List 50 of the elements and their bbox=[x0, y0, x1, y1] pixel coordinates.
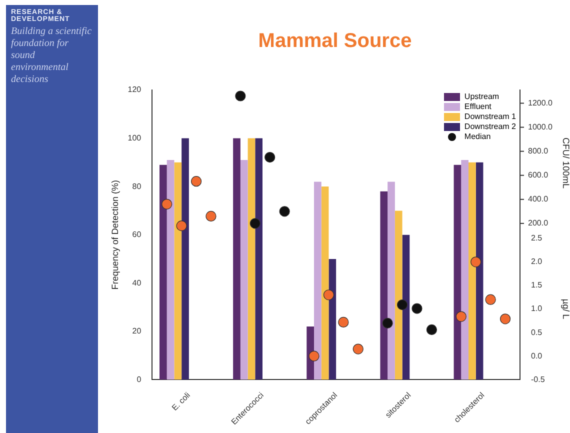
bar bbox=[321, 186, 329, 380]
y2-tick-label: 1200.0 bbox=[528, 98, 554, 108]
bar bbox=[314, 182, 322, 380]
bar bbox=[461, 160, 468, 380]
y-tick-label: 80 bbox=[132, 182, 142, 191]
legend-label: Upstream bbox=[464, 92, 500, 102]
y-tick-label: 60 bbox=[132, 230, 142, 240]
bar bbox=[394, 210, 402, 380]
bar bbox=[182, 138, 189, 380]
bar bbox=[255, 138, 263, 380]
y-tick-label: 0 bbox=[136, 374, 142, 384]
y-tick-label: 40 bbox=[132, 278, 142, 288]
bar bbox=[328, 258, 336, 380]
bar bbox=[476, 162, 484, 380]
bar bbox=[233, 138, 240, 380]
bar bbox=[380, 191, 388, 380]
y3-tick-label: 0.5 bbox=[531, 328, 543, 337]
legend-label: Downstream 2 bbox=[464, 122, 516, 132]
bar bbox=[468, 162, 476, 380]
legend-label: Effluent bbox=[464, 102, 492, 112]
y2-tick-label: 1000.0 bbox=[528, 122, 554, 132]
y-tick-label: 100 bbox=[128, 133, 142, 142]
bar bbox=[166, 160, 174, 380]
bar bbox=[174, 162, 182, 380]
y3-tick-label: 1.5 bbox=[531, 280, 543, 290]
y3-tick-label: -0.5 bbox=[531, 374, 546, 384]
bar bbox=[402, 234, 410, 380]
bar bbox=[388, 182, 395, 380]
bar bbox=[160, 164, 167, 380]
y2-tick-label: 400.0 bbox=[528, 194, 549, 204]
legend-label: Downstream 1 bbox=[464, 112, 516, 122]
y3-axis-title: µg/ L bbox=[561, 298, 570, 320]
y-tick-label: 120 bbox=[128, 85, 142, 94]
y2-tick-label: 800.0 bbox=[528, 146, 549, 156]
y2-axis-title: CFU/ 100mL bbox=[561, 138, 570, 189]
y3-tick-label: 0.0 bbox=[531, 351, 543, 360]
y3-tick-label: 2.0 bbox=[531, 257, 543, 266]
y3-tick-label: 2.5 bbox=[531, 234, 543, 243]
y-axis-title: Frequency of Detection (%) bbox=[110, 180, 120, 290]
bar bbox=[240, 160, 248, 380]
y3-tick-label: 1.0 bbox=[531, 304, 543, 314]
y2-tick-label: 200.0 bbox=[528, 218, 549, 228]
x-tick-label: E. coli bbox=[170, 390, 192, 412]
y-tick-label: 20 bbox=[132, 326, 142, 336]
text: Building a scientific foundation for sound environmental decisions bbox=[11, 26, 93, 86]
y2-tick-label: 600.0 bbox=[528, 170, 549, 180]
legend-label: Median bbox=[464, 132, 491, 142]
bar bbox=[454, 164, 462, 380]
chart-title: Mammal Source bbox=[257, 30, 413, 53]
bar bbox=[248, 138, 256, 380]
